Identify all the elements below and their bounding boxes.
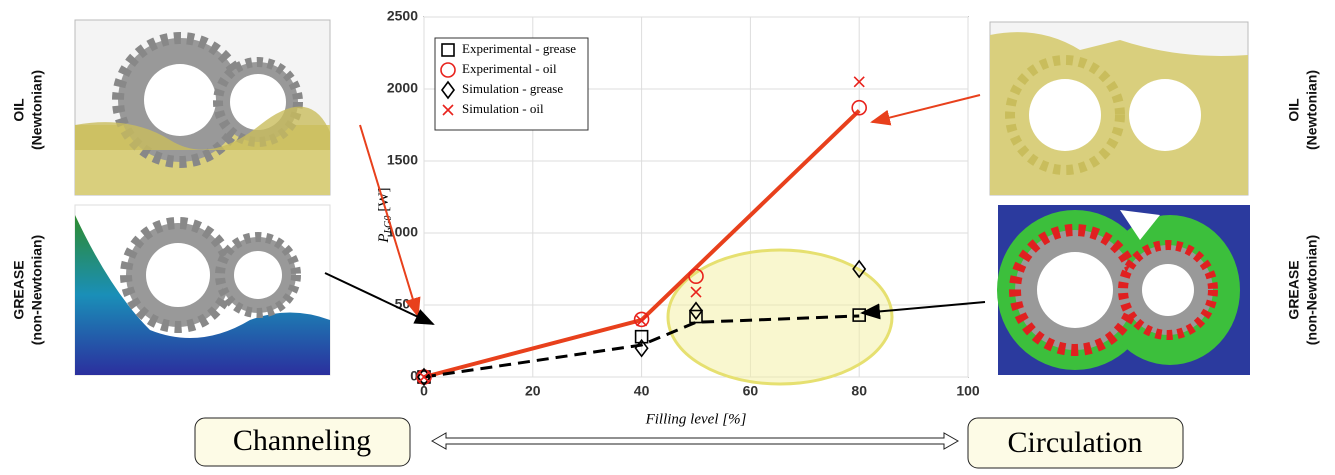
- y-tick-label: 2000: [387, 80, 418, 96]
- y-axis-label: PLG0[W]: [376, 187, 394, 243]
- panel-label: GREASE: [1286, 260, 1302, 319]
- double-arrow: [432, 433, 958, 449]
- regime-label: Circulation: [1008, 426, 1143, 459]
- legend-label: Experimental - grease: [462, 41, 576, 56]
- x-tick-label: 40: [634, 383, 650, 399]
- legend-label: Simulation - oil: [462, 101, 544, 116]
- panel-sublabel: (non-Newtonian): [29, 235, 45, 345]
- panel-label: OIL: [1286, 98, 1302, 122]
- x-tick-label: 20: [525, 383, 541, 399]
- panel-sublabel: (Newtonian): [29, 70, 45, 150]
- legend-label: Experimental - oil: [462, 61, 557, 76]
- panel-sublabel: (non-Newtonian): [1304, 235, 1320, 345]
- x-tick-label: 80: [851, 383, 867, 399]
- panel-sublabel: (Newtonian): [1304, 70, 1320, 150]
- y-tick-label: 2500: [387, 8, 418, 24]
- x-axis-label: Filling level [%]: [645, 411, 747, 427]
- grease-sim-left: [75, 205, 330, 375]
- panel-label: OIL: [11, 98, 27, 122]
- legend: Experimental - grease Experimental - oil S…: [435, 38, 588, 130]
- oil-sim-left: [75, 20, 330, 195]
- grease-sim-right: [997, 205, 1250, 375]
- panel-label: GREASE: [11, 260, 27, 319]
- y-tick-label: 1500: [387, 152, 418, 168]
- x-tick-label: 60: [743, 383, 759, 399]
- figure: OIL(Newtonian) GREASE(non-Newtonian) OIL…: [0, 0, 1335, 475]
- x-tick-label: 100: [956, 383, 980, 399]
- legend-label: Simulation - grease: [462, 81, 563, 96]
- y-symbol: P: [376, 233, 392, 243]
- regime-label: Channeling: [233, 424, 371, 457]
- oil-sim-right: [990, 22, 1248, 195]
